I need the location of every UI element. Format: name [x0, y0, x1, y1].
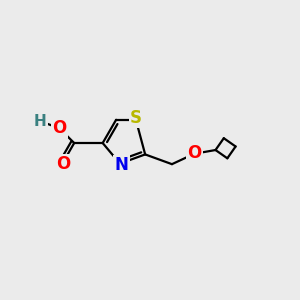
Text: N: N: [115, 156, 128, 174]
Text: S: S: [130, 109, 142, 127]
Text: O: O: [52, 119, 67, 137]
Text: O: O: [56, 155, 70, 173]
Text: O: O: [187, 144, 201, 162]
Text: H: H: [34, 114, 47, 129]
